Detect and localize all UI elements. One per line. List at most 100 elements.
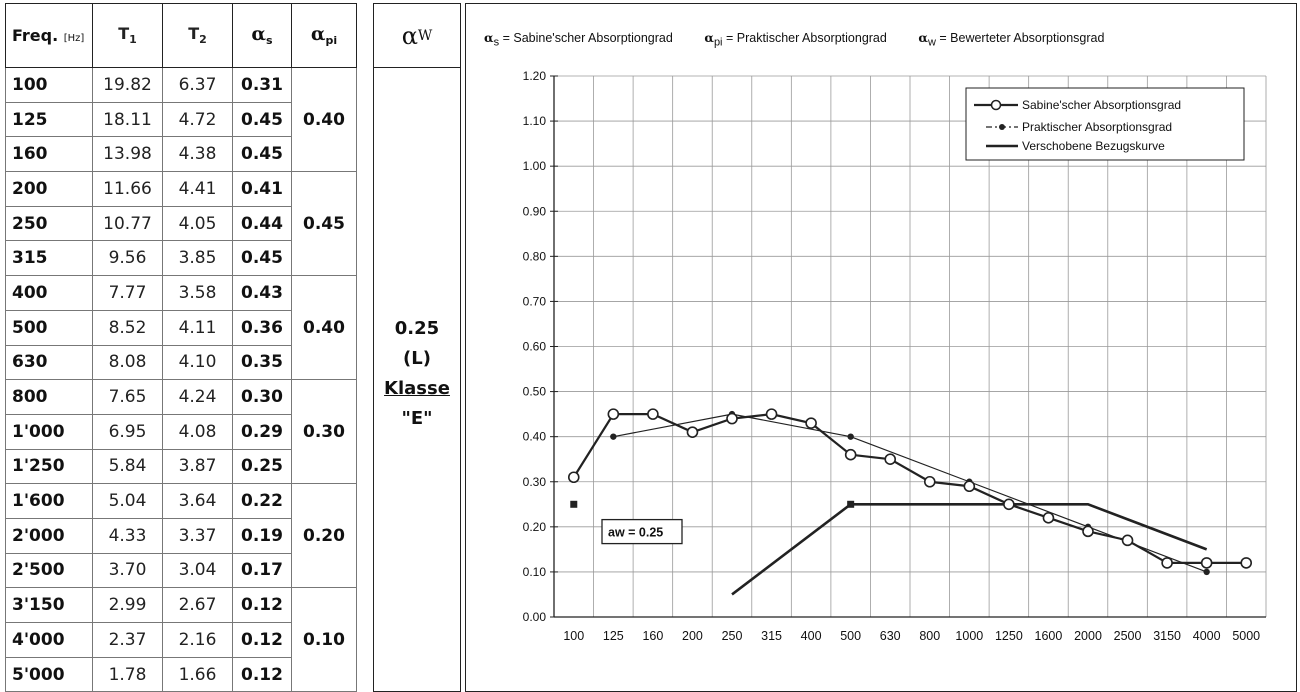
x-tick-label: 3150 xyxy=(1153,629,1181,643)
freq-cell: 100 xyxy=(5,67,93,103)
freq-cell: 125 xyxy=(5,101,93,138)
x-tick-label: 1250 xyxy=(995,629,1023,643)
alpha-s-cell: 0.44 xyxy=(232,205,292,242)
t2-cell: 4.24 xyxy=(162,379,233,415)
table-row: 200 11.66 4.41 0.41 0.45 xyxy=(5,171,357,277)
x-tick-label: 100 xyxy=(563,629,584,643)
table-row: 630 8.08 4.10 0.35 xyxy=(5,344,357,381)
x-tick-label: 1000 xyxy=(955,629,983,643)
header-alpha-pi: αpi xyxy=(291,3,357,68)
alpha-s-cell: 0.31 xyxy=(232,67,292,103)
sabine-point xyxy=(726,412,738,425)
annotation-box xyxy=(601,518,683,545)
t2-cell: 4.10 xyxy=(162,344,233,381)
y-tick-label: 0.20 xyxy=(523,520,547,534)
t1-cell: 8.52 xyxy=(92,309,163,346)
table-row: 100 19.82 6.37 0.31 0.40 xyxy=(5,66,357,173)
freq-cell: 3'150 xyxy=(5,587,93,623)
freq-cell: 1'000 xyxy=(5,413,93,450)
sabine-point xyxy=(1240,557,1253,569)
t2-cell: 3.64 xyxy=(162,483,233,519)
t1-cell: 9.56 xyxy=(92,240,163,277)
x-tick-label: 400 xyxy=(801,629,822,643)
alpha-s-cell: 0.12 xyxy=(232,622,292,658)
y-tick-label: 0.30 xyxy=(523,475,547,489)
sabine-point xyxy=(1121,534,1134,547)
x-tick-label: 800 xyxy=(919,629,940,643)
sabine-point xyxy=(1042,512,1055,524)
t1-cell: 18.11 xyxy=(92,101,163,138)
x-tick-label: 630 xyxy=(880,629,901,643)
alpha-s-cell: 0.30 xyxy=(232,379,292,415)
y-tick-label: 1.10 xyxy=(523,114,547,128)
alpha-pi-cell: 0.45 xyxy=(291,171,357,277)
alpha-pi-cell: 0.40 xyxy=(291,66,357,173)
t1-cell: 6.95 xyxy=(92,413,163,450)
x-tick-label: 5000 xyxy=(1232,629,1260,643)
freq-cell: 1'600 xyxy=(5,483,93,519)
t1-cell: 2.99 xyxy=(92,587,163,623)
x-tick-label: 125 xyxy=(603,629,624,643)
table-row: 800 7.65 4.24 0.30 0.30 xyxy=(5,379,357,485)
klasse-label: Klasse xyxy=(384,378,450,399)
alpha-pi-cell: 0.20 xyxy=(291,483,357,589)
t1-cell: 13.98 xyxy=(92,136,163,173)
alpha-s-cell: 0.12 xyxy=(232,656,292,692)
y-tick-label: 0.00 xyxy=(523,610,547,624)
alpha-s-cell: 0.35 xyxy=(232,344,292,381)
t2-cell: 3.04 xyxy=(162,552,233,589)
sabine-point xyxy=(765,408,778,420)
x-tick-label: 315 xyxy=(761,629,782,643)
absorption-table: Freq. [Hz] T1 T2 αs αpi 100 19.82 6.37 0.31… xyxy=(5,3,357,692)
absorption-chart: 0.00 0.10 0.20 0.30 0.40 0.50 0.60 0.70 0.80 0.90… xyxy=(523,69,1267,643)
table-row: 1'600 5.04 3.64 0.22 0.20 xyxy=(5,483,357,589)
alpha-s-cell: 0.25 xyxy=(232,448,292,485)
freq-cell: 1'250 xyxy=(5,448,93,485)
annotation-text: aw = 0.25 xyxy=(608,526,663,540)
y-tick-label: 1.20 xyxy=(523,69,547,83)
t2-cell: 4.08 xyxy=(162,413,233,450)
table-row: 3'150 2.99 2.67 0.12 0.10 xyxy=(5,587,357,692)
alpha-s-cell: 0.29 xyxy=(232,413,292,450)
t2-cell: 4.41 xyxy=(162,171,233,207)
freq-cell: 200 xyxy=(5,171,93,207)
table-header-row: Freq. [Hz] T1 T2 αs αpi xyxy=(5,3,357,68)
header-legend-item: αw = Bewerteter Absorptionsgrad xyxy=(918,30,1105,49)
alpha-s-cell: 0.41 xyxy=(232,171,292,207)
sabine-point xyxy=(686,426,699,438)
table-row: 2'500 3.70 3.04 0.17 xyxy=(5,552,357,589)
sabine-point xyxy=(1003,498,1015,511)
practical-point xyxy=(847,433,854,440)
header-freq: Freq. [Hz] xyxy=(5,3,93,68)
chart-panel: αs = Sabine'scher Absorptiongrad αpi = P… xyxy=(465,3,1297,692)
freq-cell: 315 xyxy=(5,240,93,277)
freq-cell: 2'500 xyxy=(5,552,93,589)
reference-marker xyxy=(570,500,578,508)
sabine-point xyxy=(1161,557,1173,569)
t2-cell: 3.58 xyxy=(162,275,233,311)
freq-cell: 2'000 xyxy=(5,517,93,554)
t1-cell: 19.82 xyxy=(92,67,163,103)
freq-cell: 250 xyxy=(5,205,93,242)
alpha-s-cell: 0.43 xyxy=(232,275,292,311)
header-t2: T2 xyxy=(162,3,233,68)
x-tick-label: 160 xyxy=(642,629,663,643)
table-row: 1'250 5.84 3.87 0.25 xyxy=(5,448,357,485)
x-tick-label: 2000 xyxy=(1074,629,1102,643)
sabine-point xyxy=(884,453,897,466)
klasse-value: "E" xyxy=(401,408,433,429)
y-tick-label: 0.90 xyxy=(523,204,547,218)
legend-label: Praktischer Absorptionsgrad xyxy=(1022,120,1172,134)
reference-curve-line xyxy=(731,502,1208,596)
x-tick-label: 200 xyxy=(682,629,703,643)
sabine-point xyxy=(963,480,976,493)
alpha-w-result: 0.25 (L) Klasse "E" xyxy=(374,314,460,434)
table-row: 2'000 4.33 3.37 0.19 xyxy=(5,517,357,554)
sabine-point xyxy=(844,448,857,461)
t2-cell: 4.05 xyxy=(162,205,233,242)
y-tick-label: 0.40 xyxy=(523,430,547,444)
sabine-point xyxy=(1082,525,1094,538)
legend-sabine-marker xyxy=(990,99,1002,111)
